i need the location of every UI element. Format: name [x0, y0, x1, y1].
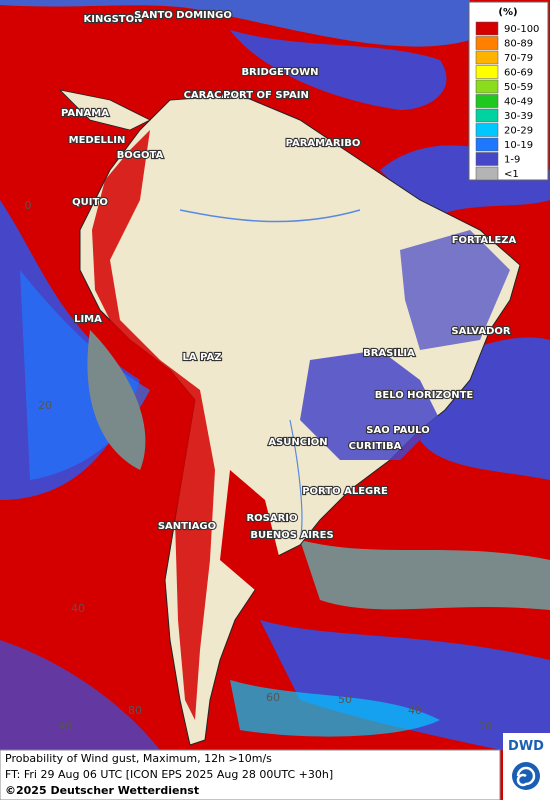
city-label: KINGSTON [84, 14, 143, 25]
legend-swatch [475, 79, 499, 94]
field [420, 337, 550, 480]
city-label: LIMA [74, 314, 102, 325]
legend-label: 30-39 [504, 111, 533, 122]
caption-line: ©2025 Deutscher Wetterdienst [5, 784, 199, 797]
field [260, 620, 550, 760]
field [0, 640, 160, 750]
city-label: SAO PAULO [366, 425, 429, 436]
field [300, 350, 440, 460]
city-label: PORTO ALEGRE [302, 486, 388, 497]
legend-label: 20-29 [504, 126, 533, 137]
city-label: BRASILIA [363, 348, 415, 359]
city-label: BELO HORIZONTE [375, 390, 474, 401]
legend-swatch [475, 94, 499, 108]
city-label: PORT OF SPAIN [223, 90, 309, 101]
grid-label: 80 [128, 704, 142, 717]
caption-line: Probability of Wind gust, Maximum, 12h >… [5, 752, 272, 765]
legend: (%) 90-100 80-89 70-79 60-69 50-59 40-49 30-39… [468, 1, 549, 181]
legend-swatch [475, 152, 499, 166]
river [289, 419, 303, 541]
city-label: BUENOS AIRES [250, 530, 333, 541]
city-label: SALVADOR [451, 326, 511, 337]
legend-swatch [475, 137, 499, 152]
grid-label: 30 [478, 720, 492, 733]
legend-swatch [475, 108, 499, 123]
city-label: ASUNCION [268, 437, 327, 448]
legend-swatch [475, 123, 499, 137]
city-label: SANTO DOMINGO [134, 10, 232, 21]
city-label: QUITO [72, 197, 108, 208]
legend-label: 40-49 [504, 97, 533, 108]
grid-label: 40 [71, 602, 85, 615]
legend-label: 80-89 [504, 39, 533, 50]
legend-label: 10-19 [504, 140, 533, 151]
central-america [58, 89, 151, 131]
field [400, 230, 510, 350]
legend-label: <1 [504, 169, 519, 180]
legend-label: 1-9 [504, 155, 520, 166]
legend-swatch [475, 65, 499, 79]
field [220, 470, 280, 590]
city-label: ROSARIO [246, 513, 297, 524]
city-label: FORTALEZA [452, 235, 517, 246]
grid-label: 60 [266, 691, 280, 704]
city-label: BRIDGETOWN [241, 67, 318, 78]
legend-label: 50-59 [504, 82, 533, 93]
legend-label: 70-79 [504, 53, 533, 64]
caption-box [0, 749, 501, 800]
field [230, 680, 440, 737]
legend-label: 90-100 [504, 24, 539, 35]
legend-swatch [475, 21, 499, 36]
legend-unit: (%) [498, 7, 517, 18]
city-label: BOGOTA [117, 150, 164, 161]
logo-swirl [516, 766, 536, 787]
river [179, 209, 361, 223]
caption-line: FT: Fri 29 Aug 06 UTC [ICON EPS 2025 Aug… [5, 768, 333, 781]
city-label: PARAMARIBO [286, 138, 361, 149]
grid-label: 40 [408, 704, 422, 717]
city-label: PANAMA [61, 108, 109, 119]
grid-label: 90 [58, 720, 72, 733]
grid-label: 50 [338, 693, 352, 706]
grid-label: 20 [38, 399, 52, 412]
city-label: SANTIAGO [158, 521, 216, 532]
city-label: CURITIBA [349, 441, 402, 452]
legend-swatch [475, 166, 499, 181]
legend-swatch [475, 50, 499, 65]
grid-label: 0 [25, 199, 32, 212]
field [300, 540, 550, 610]
city-label: LA PAZ [183, 352, 222, 363]
city-label: CARACAS [184, 90, 237, 101]
city-label: MEDELLIN [69, 135, 126, 146]
legend-swatch [475, 36, 499, 50]
field [230, 30, 447, 110]
logo-text: DWD [508, 739, 544, 754]
legend-label: 60-69 [504, 68, 533, 79]
andes-field [92, 130, 215, 720]
field [87, 330, 146, 470]
field [0, 0, 470, 47]
